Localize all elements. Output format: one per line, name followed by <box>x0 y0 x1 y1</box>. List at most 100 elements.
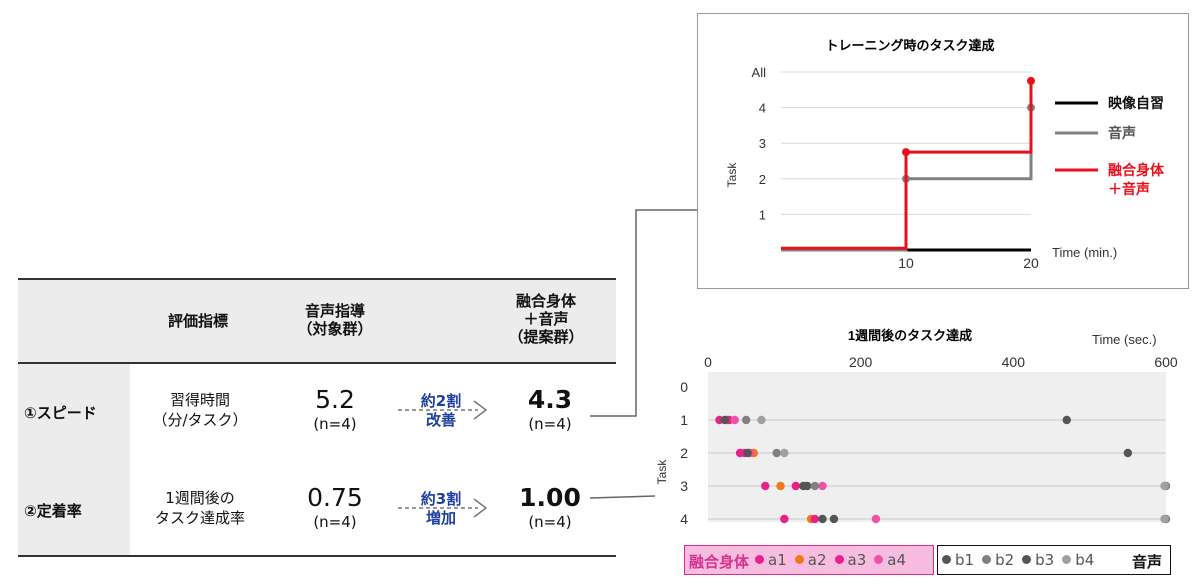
legend-dot <box>982 555 992 564</box>
retention-y-tick-label: 1 <box>680 412 688 428</box>
retention-y-tick-label: 4 <box>680 511 688 527</box>
row-speed-proposed: 4.3 (n=4) <box>490 386 610 434</box>
row-label-column-bg <box>18 278 130 557</box>
training-chart-xlabel: Time (min.) <box>1052 245 1117 260</box>
row-retention-improvement: 約3割 増加 <box>411 490 471 528</box>
retention-point-a4 <box>818 481 827 491</box>
results-table: 評価指標 音声指導 （対象群） 融合身体 ＋音声 （提案群） ①スピード 習得時… <box>18 278 616 557</box>
legend-label: b2 <box>995 551 1015 569</box>
retention-chart-plot-bg <box>708 372 1166 522</box>
legend-item-b4: b4 <box>1062 551 1094 569</box>
retention-point-a3 <box>791 481 800 491</box>
retention-y-tick-label: 3 <box>680 478 688 494</box>
retention-point-b4 <box>1160 514 1169 524</box>
row-speed-control: 5.2 (n=4) <box>275 386 395 434</box>
retention-y-tick-label: 2 <box>680 445 688 461</box>
legend-label: a3 <box>847 551 867 569</box>
retention-point-b2 <box>772 448 781 458</box>
retention-point-b3 <box>818 514 827 524</box>
legend-dot <box>794 555 804 564</box>
retention-point-a4 <box>871 514 881 524</box>
retention-point-b3 <box>1062 415 1071 425</box>
legend-group-audio-label: 音声 <box>1132 553 1163 571</box>
training-chart-title: トレーニング時のタスク達成 <box>825 38 994 53</box>
table-header-rule <box>18 362 616 364</box>
training-chart-series <box>781 76 1035 252</box>
retention-x-tick-label: 600 <box>1154 354 1178 370</box>
row-retention-control-value: 0.75 <box>307 483 363 512</box>
legend-label: b4 <box>1075 551 1095 569</box>
training-x-tick-label: 20 <box>1023 255 1039 271</box>
retention-chart-y-ticks: 0 1 2 3 4 <box>680 379 688 527</box>
header-control-line1: 音声指導 <box>304 302 365 320</box>
training-legend-label: 融合身体 <box>1108 162 1165 178</box>
improvement-arrow-retention <box>398 498 488 518</box>
row-label-speed: ①スピード <box>24 404 97 422</box>
training-legend-label: ＋音声 <box>1108 181 1150 197</box>
retention-chart-xlabel: Time (sec.) <box>1092 332 1157 347</box>
retention-legend-fused: 融合身体 a1 a2 a3 a4 <box>684 545 934 575</box>
legend-fused-items: a1 a2 a3 a4 <box>755 551 914 569</box>
row-speed-improvement-line1: 約2割 <box>420 392 462 410</box>
training-y-tick-label: All <box>752 65 767 80</box>
retention-legend-audio: b1 b2 b3 b4 音声 <box>937 545 1171 575</box>
legend-label: a1 <box>768 551 787 569</box>
row-retention-metric-line2: タスク達成率 <box>154 509 245 527</box>
row-retention-proposed-value: 1.00 <box>519 483 581 512</box>
retention-point-b4 <box>1160 481 1169 491</box>
training-chart-y-ticks: 1 2 3 4 All <box>752 65 767 222</box>
retention-x-tick-label: 200 <box>849 354 873 370</box>
table-top-rule <box>18 278 616 280</box>
legend-item-a4: a4 <box>874 551 906 569</box>
legend-item-b3: b3 <box>1022 551 1054 569</box>
row-retention-improvement-line2: 増加 <box>425 509 456 527</box>
legend-dot <box>755 555 764 564</box>
legend-group-fused-label: 融合身体 <box>689 553 750 571</box>
legend-audio-items: b1 b2 b3 b4 <box>942 551 1102 569</box>
legend-label: b1 <box>955 551 975 569</box>
retention-point-b4 <box>757 415 766 425</box>
header-metric: 評価指標 <box>167 312 228 330</box>
legend-item-b1: b1 <box>942 551 974 569</box>
row-speed-proposed-value: 4.3 <box>527 385 573 414</box>
retention-point-b1 <box>743 448 752 458</box>
retention-point-a4 <box>730 415 739 425</box>
retention-chart-ylabel: Task <box>655 459 669 485</box>
training-y-tick-label: 1 <box>759 207 766 222</box>
retention-point-a3 <box>810 514 820 524</box>
connector-line-retention <box>589 495 656 499</box>
retention-point-b2 <box>810 481 820 491</box>
retention-point-a1 <box>780 514 789 524</box>
row-retention-improvement-line1: 約3割 <box>420 490 462 508</box>
legend-dot <box>942 555 951 564</box>
retention-point-a1 <box>761 481 770 491</box>
retention-point-b3 <box>799 481 808 491</box>
row-label-retention: ②定着率 <box>24 502 82 520</box>
table-bottom-rule <box>18 555 616 557</box>
row-speed-metric: 習得時間 （分/タスク） <box>140 390 260 430</box>
row-retention-metric: 1週間後の タスク達成率 <box>140 488 260 528</box>
row-retention-proposed: 1.00 (n=4) <box>490 484 610 532</box>
training-y-tick-label: 2 <box>759 172 766 187</box>
training-y-tick-label: 4 <box>759 101 766 116</box>
retention-chart-points <box>715 415 1171 524</box>
legend-dot <box>1062 555 1072 564</box>
retention-chart-title: 1週間後のタスク達成 <box>848 328 972 343</box>
connector-line-speed <box>590 209 698 417</box>
legend-dot <box>834 555 844 564</box>
training-legend-label: 音声 <box>1108 125 1136 141</box>
row-retention-control: 0.75 (n=4) <box>275 484 395 532</box>
training-series-marker <box>902 148 910 157</box>
row-speed-improvement: 約2割 改善 <box>411 392 471 430</box>
legend-label: a2 <box>807 551 827 569</box>
training-legend-label: 映像自習 <box>1108 95 1164 111</box>
training-y-tick-label: 3 <box>759 136 766 151</box>
legend-dot <box>874 555 884 564</box>
legend-item-a1: a1 <box>755 551 787 569</box>
improvement-arrow-speed <box>398 400 488 420</box>
retention-point-a2 <box>776 481 785 491</box>
row-speed-control-n: (n=4) <box>313 415 357 433</box>
